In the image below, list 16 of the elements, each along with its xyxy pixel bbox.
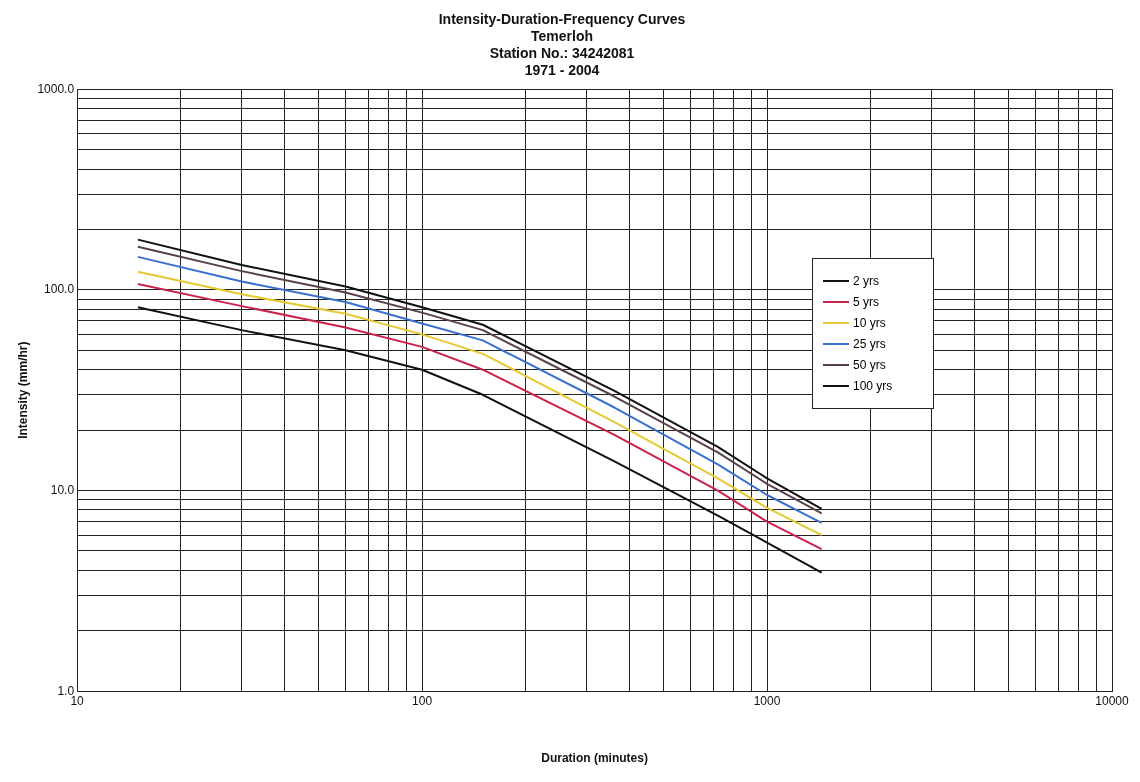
- legend-label: 2 yrs: [853, 273, 880, 288]
- y-tick-label: 100.0: [44, 282, 75, 297]
- legend-label: 5 yrs: [853, 294, 880, 309]
- x-tick-label: 100: [412, 693, 433, 708]
- y-tick-label: 1000.0: [37, 81, 75, 96]
- y-axis-title: Intensity (mm/hr): [15, 341, 30, 439]
- y-tick-label: 10.0: [50, 482, 75, 497]
- chart-title: Intensity-Duration-Frequency Curves: [438, 11, 686, 28]
- x-tick-label: 1000: [753, 693, 781, 708]
- legend-label: 10 yrs: [853, 315, 886, 330]
- x-axis-title: Duration (minutes): [541, 751, 648, 766]
- legend-label: 50 yrs: [853, 357, 886, 372]
- legend-label: 25 yrs: [853, 336, 886, 351]
- x-tick-label: 10000: [1095, 693, 1130, 708]
- chart-subtitle: Temerloh Station No.: 34242081 1971 - 2004: [489, 28, 635, 78]
- legend-label: 100 yrs: [853, 378, 893, 393]
